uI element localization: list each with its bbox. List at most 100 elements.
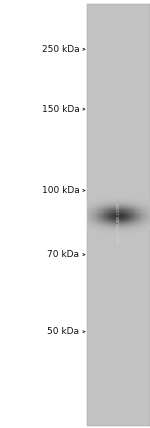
Bar bbox=[143, 230, 144, 231]
Bar bbox=[140, 202, 141, 203]
Bar bbox=[101, 197, 102, 198]
Bar bbox=[125, 232, 126, 233]
Bar bbox=[143, 229, 144, 230]
Bar bbox=[139, 231, 140, 232]
Bar bbox=[109, 200, 110, 201]
Bar bbox=[100, 223, 101, 224]
Bar bbox=[94, 217, 95, 218]
Bar bbox=[94, 214, 95, 216]
Bar bbox=[117, 196, 118, 197]
Bar bbox=[115, 197, 116, 198]
Bar bbox=[108, 224, 109, 225]
Bar bbox=[124, 232, 125, 233]
Bar bbox=[106, 231, 107, 232]
Bar bbox=[131, 203, 132, 204]
Bar bbox=[116, 213, 117, 214]
Bar bbox=[99, 217, 100, 218]
Bar bbox=[91, 205, 92, 206]
Bar bbox=[108, 209, 109, 211]
Bar bbox=[109, 221, 110, 222]
Bar bbox=[109, 225, 110, 226]
Bar bbox=[111, 230, 112, 231]
Bar bbox=[92, 229, 93, 230]
Bar bbox=[120, 209, 121, 211]
Bar bbox=[130, 200, 131, 201]
Bar bbox=[126, 233, 127, 234]
Bar bbox=[92, 222, 93, 223]
Bar bbox=[107, 230, 108, 231]
Bar bbox=[102, 229, 103, 230]
Bar bbox=[104, 222, 105, 223]
Bar bbox=[117, 206, 118, 208]
Bar bbox=[134, 226, 135, 227]
Bar bbox=[120, 205, 121, 206]
Bar bbox=[138, 214, 139, 216]
Bar bbox=[121, 222, 122, 223]
Bar bbox=[88, 221, 89, 222]
Bar bbox=[93, 221, 94, 222]
Bar bbox=[116, 221, 117, 222]
Bar bbox=[148, 229, 149, 230]
Bar bbox=[111, 229, 112, 230]
Bar bbox=[102, 199, 103, 200]
Bar bbox=[88, 208, 89, 209]
Bar bbox=[126, 231, 127, 232]
Bar bbox=[145, 203, 146, 204]
Bar bbox=[89, 205, 90, 206]
Bar bbox=[149, 201, 150, 202]
Bar bbox=[122, 234, 123, 235]
Bar bbox=[106, 219, 107, 220]
Bar bbox=[114, 230, 115, 231]
Bar bbox=[88, 206, 89, 208]
Bar bbox=[123, 205, 124, 206]
Bar bbox=[130, 224, 131, 225]
Bar bbox=[133, 228, 134, 229]
Bar bbox=[134, 200, 135, 201]
Bar bbox=[101, 202, 102, 203]
Bar bbox=[90, 230, 91, 231]
Bar bbox=[112, 200, 113, 201]
Bar bbox=[105, 233, 106, 234]
Bar bbox=[133, 231, 134, 232]
Bar bbox=[129, 232, 130, 233]
Bar bbox=[118, 225, 119, 226]
Bar bbox=[95, 206, 96, 208]
Bar bbox=[110, 233, 111, 234]
Bar bbox=[118, 232, 119, 233]
Bar bbox=[98, 221, 99, 222]
Bar bbox=[118, 217, 119, 218]
Bar bbox=[148, 204, 149, 205]
Bar bbox=[133, 223, 134, 224]
Bar bbox=[96, 227, 97, 228]
Bar bbox=[106, 226, 107, 227]
Bar bbox=[96, 201, 97, 202]
Bar bbox=[131, 228, 132, 229]
Bar bbox=[142, 219, 143, 220]
Bar bbox=[123, 233, 124, 234]
Bar bbox=[119, 232, 120, 233]
Bar bbox=[105, 206, 106, 208]
Bar bbox=[97, 213, 98, 214]
Bar bbox=[87, 214, 88, 216]
Bar bbox=[133, 230, 134, 231]
Bar bbox=[122, 221, 123, 222]
Bar bbox=[109, 226, 110, 227]
Bar bbox=[125, 213, 126, 214]
Bar bbox=[88, 214, 89, 216]
Bar bbox=[112, 218, 113, 219]
Bar bbox=[127, 202, 128, 203]
Bar bbox=[129, 211, 130, 213]
Bar bbox=[120, 211, 121, 213]
Bar bbox=[117, 229, 118, 230]
Bar bbox=[106, 227, 107, 228]
Text: 150 kDa: 150 kDa bbox=[42, 104, 80, 114]
Bar bbox=[133, 218, 134, 219]
Bar bbox=[142, 221, 143, 222]
Bar bbox=[105, 231, 106, 232]
Bar bbox=[127, 228, 128, 229]
Bar bbox=[128, 214, 129, 216]
Bar bbox=[129, 221, 130, 222]
Bar bbox=[126, 225, 127, 226]
Bar bbox=[98, 228, 99, 229]
Bar bbox=[122, 208, 123, 209]
